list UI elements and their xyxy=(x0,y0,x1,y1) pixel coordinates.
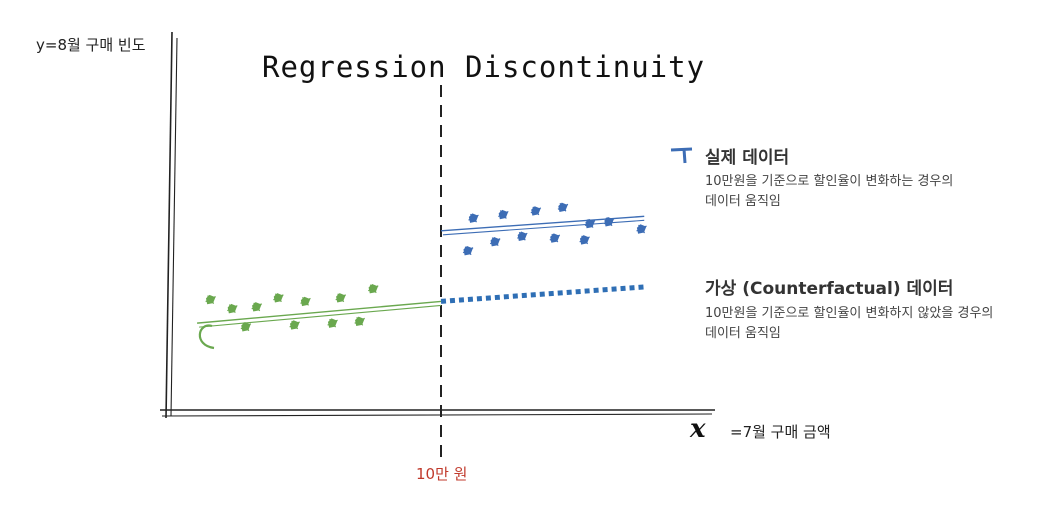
control-line-cap xyxy=(198,324,215,350)
x-axis-label: =7월 구매 금액 xyxy=(730,423,831,441)
x-axis-symbol: x xyxy=(690,414,706,444)
treatment-legend-desc-1: 10만원을 기준으로 할인율이 변화하는 경우의 xyxy=(705,174,954,189)
treatment-point-6 xyxy=(603,217,615,227)
treatment-point-7 xyxy=(636,224,647,234)
x-axis-shadow xyxy=(161,413,713,417)
treatment-point-2 xyxy=(498,209,509,220)
control-point-9 xyxy=(289,320,300,330)
cutoff-label: 10만 원 xyxy=(416,465,468,483)
treatment-legend-title: 실제 데이터 xyxy=(705,148,790,168)
y-axis xyxy=(165,31,173,419)
treatment-legend-desc-2: 데이터 움직임 xyxy=(705,194,781,209)
control-point-1 xyxy=(205,294,216,305)
counterfactual-group xyxy=(440,284,645,304)
y-axis-shadow xyxy=(170,37,178,417)
control-point-7 xyxy=(367,284,379,294)
control-point-11 xyxy=(354,316,365,327)
counterfactual-line xyxy=(440,284,645,304)
treatment-fit-line-shadow xyxy=(442,219,645,236)
control-point-8 xyxy=(240,322,252,332)
treatment-point-5 xyxy=(584,218,596,229)
treatment-point-3 xyxy=(530,206,542,216)
control-point-4 xyxy=(273,293,284,303)
control-point-6 xyxy=(335,293,346,303)
control-group xyxy=(197,284,442,332)
control-point-2 xyxy=(227,303,238,314)
y-axis-label: y=8월 구매 빈도 xyxy=(36,36,146,54)
treatment-point-10 xyxy=(549,233,561,243)
treatment-point-1 xyxy=(468,213,479,223)
treatment-point-12 xyxy=(462,246,474,256)
treatment-point-8 xyxy=(489,236,501,247)
chart-title: Regression Discontinuity xyxy=(262,50,706,84)
treatment-group xyxy=(440,202,647,256)
control-point-5 xyxy=(300,296,311,307)
treatment-point-9 xyxy=(517,231,528,241)
counterfactual-legend-desc-2: 데이터 움직임 xyxy=(705,326,781,341)
control-point-10 xyxy=(327,318,338,328)
control-fit-line-shadow xyxy=(199,304,442,328)
counterfactual-legend-desc-1: 10만원을 기준으로 할인율이 변화하지 않았을 경우의 xyxy=(705,306,994,321)
counterfactual-legend-title: 가상 (Counterfactual) 데이터 xyxy=(705,279,954,299)
treatment-point-11 xyxy=(579,235,590,245)
treatment-point-4 xyxy=(557,202,569,212)
treatment-line-cap xyxy=(670,147,693,164)
control-fit-line xyxy=(197,300,442,324)
control-point-3 xyxy=(251,302,262,312)
